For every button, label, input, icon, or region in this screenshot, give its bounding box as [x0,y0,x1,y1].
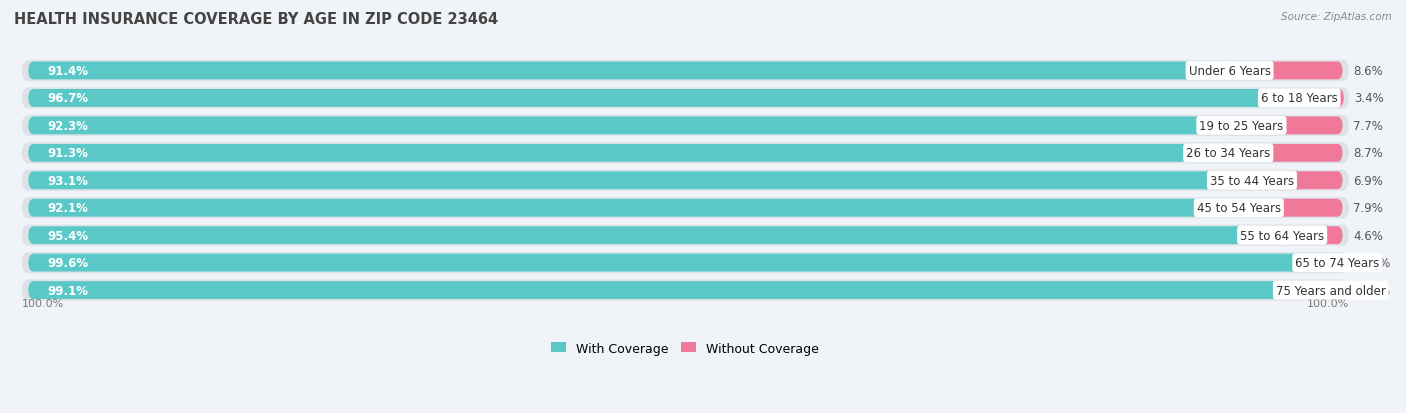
Text: 6.9%: 6.9% [1353,174,1384,188]
Text: 100.0%: 100.0% [1308,299,1350,309]
FancyBboxPatch shape [28,227,1282,244]
FancyBboxPatch shape [21,280,1350,301]
FancyBboxPatch shape [28,172,1251,190]
FancyBboxPatch shape [21,225,1350,246]
Text: 4.6%: 4.6% [1353,229,1384,242]
Text: Under 6 Years: Under 6 Years [1188,65,1271,78]
FancyBboxPatch shape [1239,199,1343,217]
Text: 96.7%: 96.7% [48,92,89,105]
FancyBboxPatch shape [28,117,1241,135]
FancyBboxPatch shape [21,252,1350,273]
Text: 92.3%: 92.3% [48,120,89,133]
FancyBboxPatch shape [1230,62,1343,80]
Text: Source: ZipAtlas.com: Source: ZipAtlas.com [1281,12,1392,22]
Text: 93.1%: 93.1% [48,174,89,188]
FancyBboxPatch shape [21,143,1350,164]
Text: 35 to 44 Years: 35 to 44 Years [1211,174,1294,188]
FancyBboxPatch shape [1299,90,1344,107]
Text: 91.4%: 91.4% [48,65,89,78]
Text: 8.6%: 8.6% [1353,65,1384,78]
FancyBboxPatch shape [1251,172,1343,190]
Text: 19 to 25 Years: 19 to 25 Years [1199,120,1284,133]
Text: 45 to 54 Years: 45 to 54 Years [1197,202,1281,215]
FancyBboxPatch shape [21,116,1350,137]
Text: 65 to 74 Years: 65 to 74 Years [1295,256,1379,269]
FancyBboxPatch shape [21,170,1350,191]
Text: 95.4%: 95.4% [48,229,89,242]
FancyBboxPatch shape [1241,117,1343,135]
FancyBboxPatch shape [28,199,1239,217]
FancyBboxPatch shape [28,254,1337,272]
Text: 3.4%: 3.4% [1354,92,1385,105]
Text: 55 to 64 Years: 55 to 64 Years [1240,229,1324,242]
FancyBboxPatch shape [28,145,1229,162]
FancyBboxPatch shape [21,198,1350,219]
FancyBboxPatch shape [28,62,1230,80]
FancyBboxPatch shape [1331,282,1343,299]
FancyBboxPatch shape [1229,145,1343,162]
Text: 99.1%: 99.1% [48,284,89,297]
Text: 7.7%: 7.7% [1353,120,1384,133]
FancyBboxPatch shape [21,61,1350,82]
Text: 100.0%: 100.0% [21,299,63,309]
Text: 75 Years and older: 75 Years and older [1275,284,1386,297]
Text: 99.6%: 99.6% [48,256,89,269]
Text: 6 to 18 Years: 6 to 18 Years [1261,92,1337,105]
Text: 7.9%: 7.9% [1353,202,1384,215]
Text: HEALTH INSURANCE COVERAGE BY AGE IN ZIP CODE 23464: HEALTH INSURANCE COVERAGE BY AGE IN ZIP … [14,12,498,27]
Text: 8.7%: 8.7% [1353,147,1384,160]
Text: 0.41%: 0.41% [1354,256,1391,269]
Text: 26 to 34 Years: 26 to 34 Years [1187,147,1271,160]
Text: 91.3%: 91.3% [48,147,89,160]
Legend: With Coverage, Without Coverage: With Coverage, Without Coverage [547,337,824,360]
FancyBboxPatch shape [21,88,1350,109]
FancyBboxPatch shape [28,282,1331,299]
Text: 0.87%: 0.87% [1353,284,1391,297]
Text: 92.1%: 92.1% [48,202,89,215]
FancyBboxPatch shape [28,90,1299,107]
FancyBboxPatch shape [1337,254,1343,272]
FancyBboxPatch shape [1282,227,1343,244]
